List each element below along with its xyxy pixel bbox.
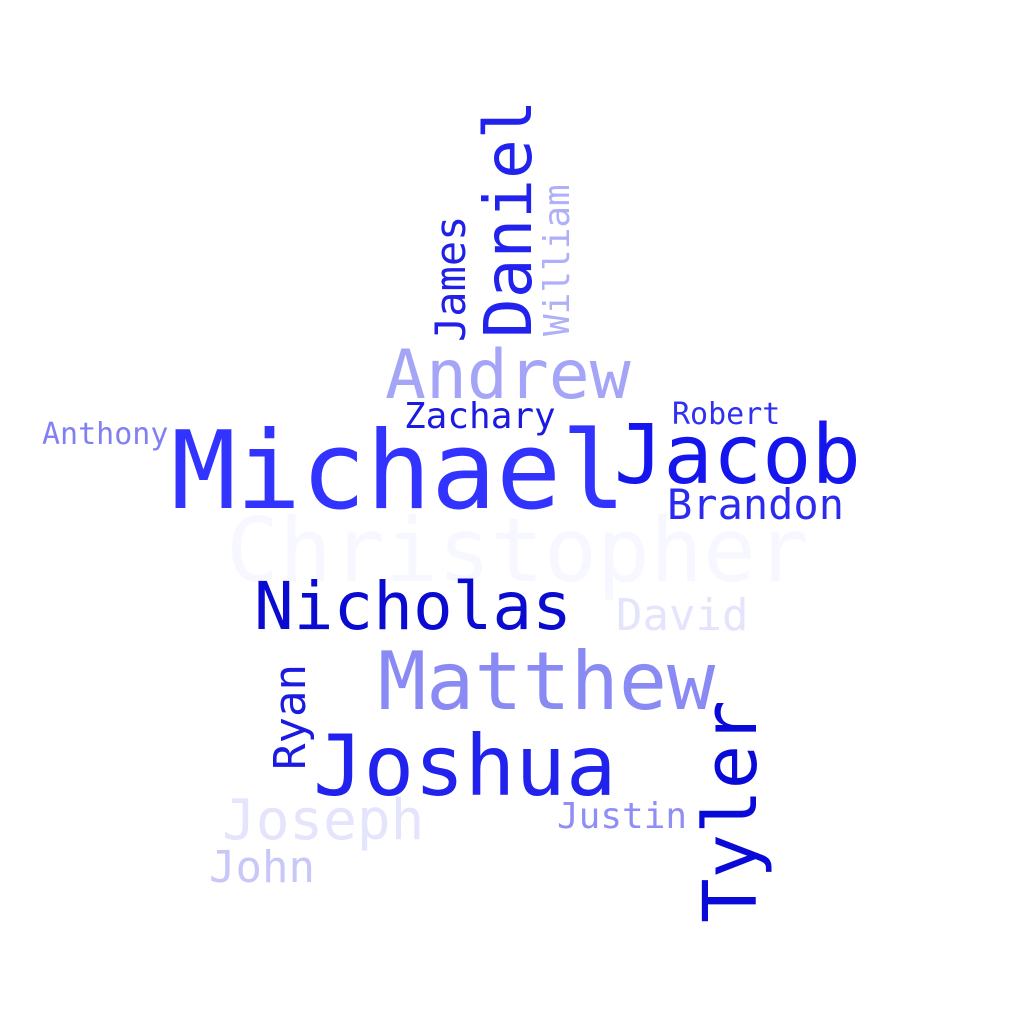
word-james: James <box>426 215 475 342</box>
word-joshua: Joshua <box>313 717 617 815</box>
word-tyler: Tyler <box>688 700 774 923</box>
word-robert: Robert <box>672 397 781 432</box>
word-matthew: Matthew <box>378 635 716 728</box>
word-nicholas: Nicholas <box>254 568 572 645</box>
word-michael: Michael <box>171 409 627 534</box>
word-justin: Justin <box>557 796 688 837</box>
word-daniel: Daniel <box>470 99 547 338</box>
word-william: William <box>537 184 578 336</box>
word-ryan: Ryan <box>265 664 316 770</box>
word-andrew: Andrew <box>385 336 631 415</box>
word-zachary: Zachary <box>404 396 556 437</box>
word-brandon: Brandon <box>667 480 845 529</box>
word-john: John <box>209 842 315 893</box>
word-joseph: Joseph <box>222 788 425 853</box>
word-david: David <box>616 590 749 641</box>
word-jacob: Jacob <box>614 408 861 503</box>
word-christopher: Christopher <box>226 499 809 602</box>
word-anthony: Anthony <box>42 417 169 452</box>
